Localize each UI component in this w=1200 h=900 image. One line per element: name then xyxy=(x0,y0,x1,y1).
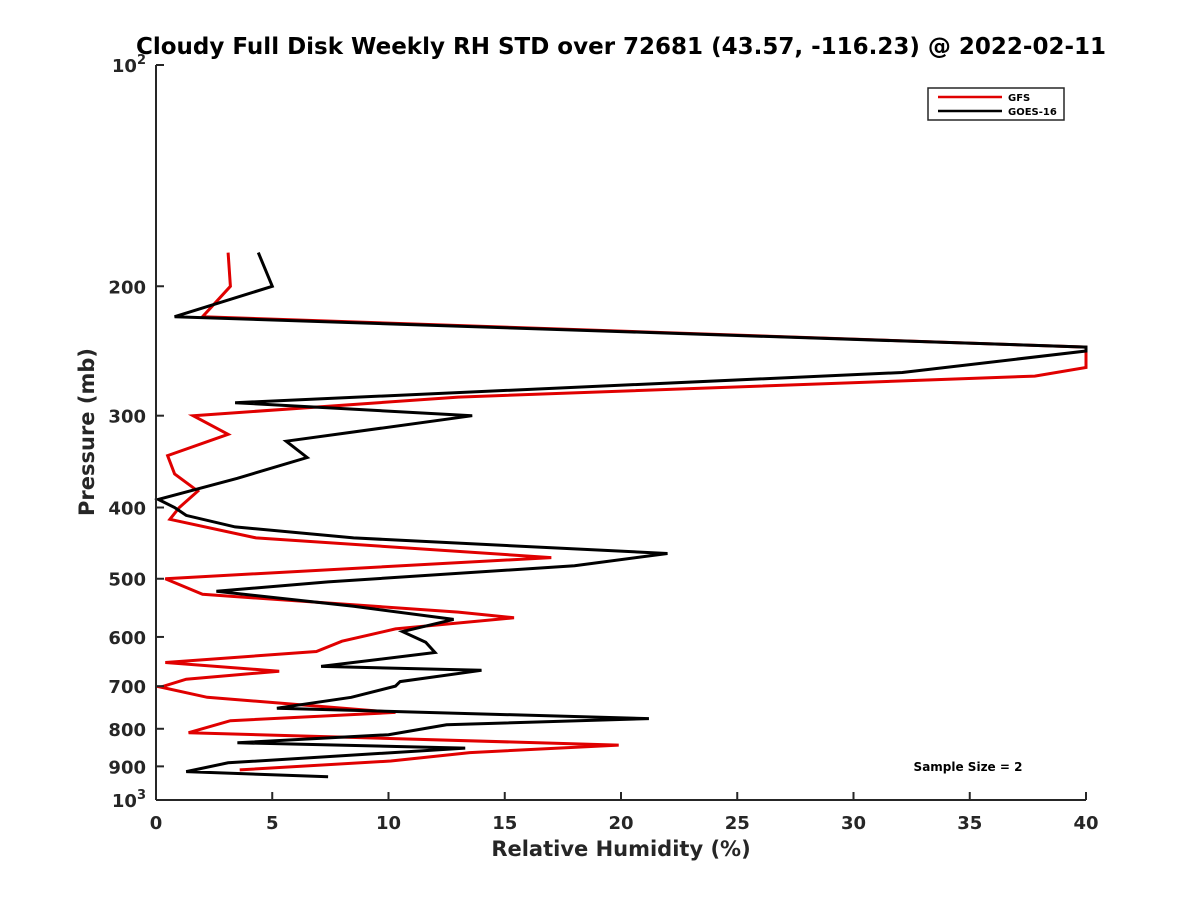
sample-size-annotation: Sample Size = 2 xyxy=(914,760,1023,774)
chart-title: Cloudy Full Disk Weekly RH STD over 7268… xyxy=(136,34,1106,60)
y-ticks: 102 200 300 400 500 600 700 800 900 103 xyxy=(108,53,164,812)
series-layer xyxy=(154,252,1088,779)
x-tick-label: 0 xyxy=(150,813,163,834)
x-tick-label: 20 xyxy=(608,813,633,834)
series-line-goes-16 xyxy=(154,252,1088,779)
y-tick-label: 102 xyxy=(112,53,146,77)
legend-label-goes-16: GOES-16 xyxy=(1008,107,1057,118)
y-axis-label: Pressure (mb) xyxy=(75,348,99,516)
series-line-gfs xyxy=(154,252,1088,772)
y-tick-label: 700 xyxy=(108,677,146,698)
x-ticks: 0 5 10 15 20 25 30 35 40 xyxy=(150,792,1099,834)
x-tick-label: 40 xyxy=(1073,813,1098,834)
legend: GFS GOES-16 xyxy=(927,87,1065,121)
y-tick-label: 800 xyxy=(108,720,146,741)
x-tick-label: 5 xyxy=(266,813,279,834)
y-tick-label: 200 xyxy=(108,277,146,298)
x-tick-label: 15 xyxy=(492,813,517,834)
x-tick-label: 35 xyxy=(957,813,982,834)
x-tick-label: 30 xyxy=(841,813,866,834)
x-tick-label: 10 xyxy=(376,813,401,834)
y-tick-label: 300 xyxy=(108,407,146,428)
legend-box xyxy=(927,87,1065,121)
y-tick-label: 600 xyxy=(108,628,146,649)
x-axis-label: Relative Humidity (%) xyxy=(491,837,750,861)
y-tick-label: 400 xyxy=(108,499,146,520)
x-tick-label: 25 xyxy=(725,813,750,834)
y-tick-label: 500 xyxy=(108,570,146,591)
y-tick-label: 103 xyxy=(112,788,146,812)
y-tick-label: 900 xyxy=(108,757,146,778)
legend-label-gfs: GFS xyxy=(1008,93,1030,104)
